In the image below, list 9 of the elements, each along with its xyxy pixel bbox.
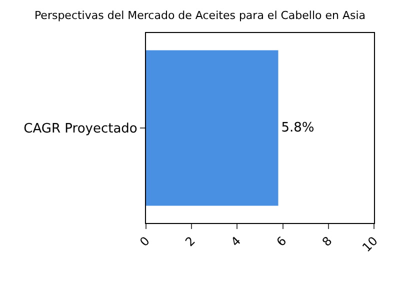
x-tick-label: 4 bbox=[228, 234, 244, 250]
x-tick-label: 10 bbox=[360, 234, 380, 255]
x-tick-label: 0 bbox=[137, 234, 152, 250]
data-label: 5.8% bbox=[281, 120, 314, 136]
x-tick-label: 6 bbox=[274, 234, 290, 250]
chart-title: Perspectivas del Mercado de Aceites para el Cabello en Asia bbox=[34, 8, 366, 22]
x-tick-label: 8 bbox=[319, 234, 335, 250]
y-tick-label: CAGR Proyectado bbox=[24, 122, 138, 137]
x-tick-label: 2 bbox=[182, 234, 198, 250]
